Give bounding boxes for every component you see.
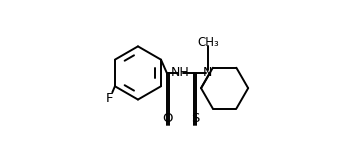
Text: N: N [203,66,213,79]
Text: O: O [163,112,173,125]
Text: CH₃: CH₃ [197,36,219,49]
Text: NH: NH [171,66,190,79]
Text: F: F [106,92,113,105]
Text: S: S [191,112,199,125]
